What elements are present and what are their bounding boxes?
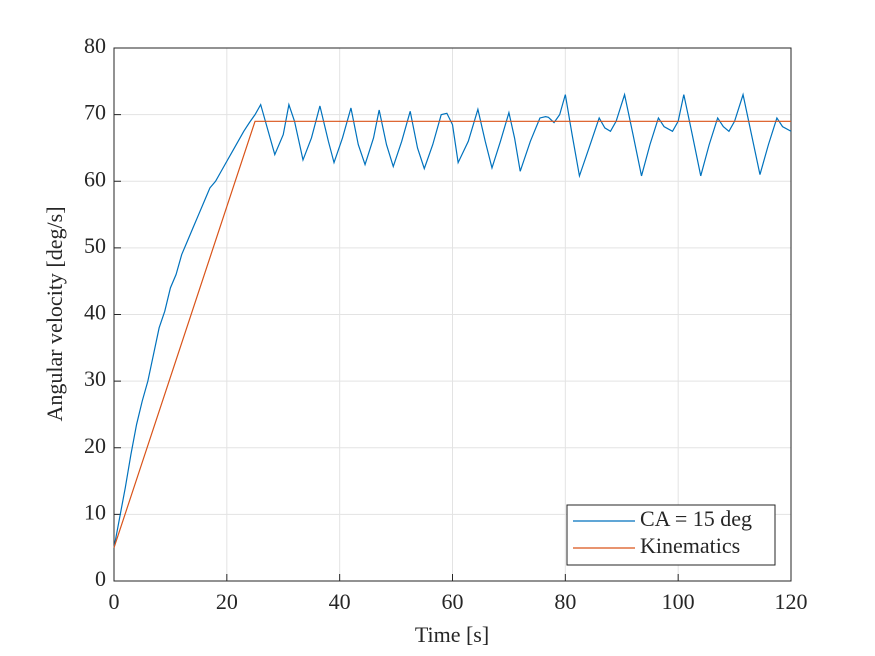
- y-tick-label: 40: [84, 300, 106, 325]
- y-tick-label: 20: [84, 433, 106, 458]
- y-tick-label: 50: [84, 233, 106, 258]
- plot-frame: [113, 47, 792, 582]
- y-tick-label: 0: [95, 566, 106, 591]
- x-tick-label: 60: [442, 589, 464, 614]
- y-tick-label: 60: [84, 166, 106, 191]
- y-tick-label: 10: [84, 499, 106, 524]
- x-tick-label: 20: [216, 589, 238, 614]
- y-axis-label: Angular velocity [deg/s]: [42, 206, 67, 421]
- x-tick-label: 100: [662, 589, 695, 614]
- x-tick-label: 40: [329, 589, 351, 614]
- x-tick-label: 0: [109, 589, 120, 614]
- data-line: [113, 120, 791, 548]
- data-line: [113, 92, 792, 548]
- y-tick-label: 80: [84, 33, 106, 58]
- x-tick-label: 80: [554, 589, 576, 614]
- x-tick-label: 120: [775, 589, 808, 614]
- legend-box: [566, 504, 776, 566]
- x-axis-label: Time [s]: [415, 622, 489, 647]
- legend-label: Kinematics: [640, 533, 740, 558]
- y-tick-label: 30: [84, 366, 106, 391]
- y-tick-label: 70: [84, 100, 106, 125]
- legend-label: CA = 15 deg: [640, 506, 752, 531]
